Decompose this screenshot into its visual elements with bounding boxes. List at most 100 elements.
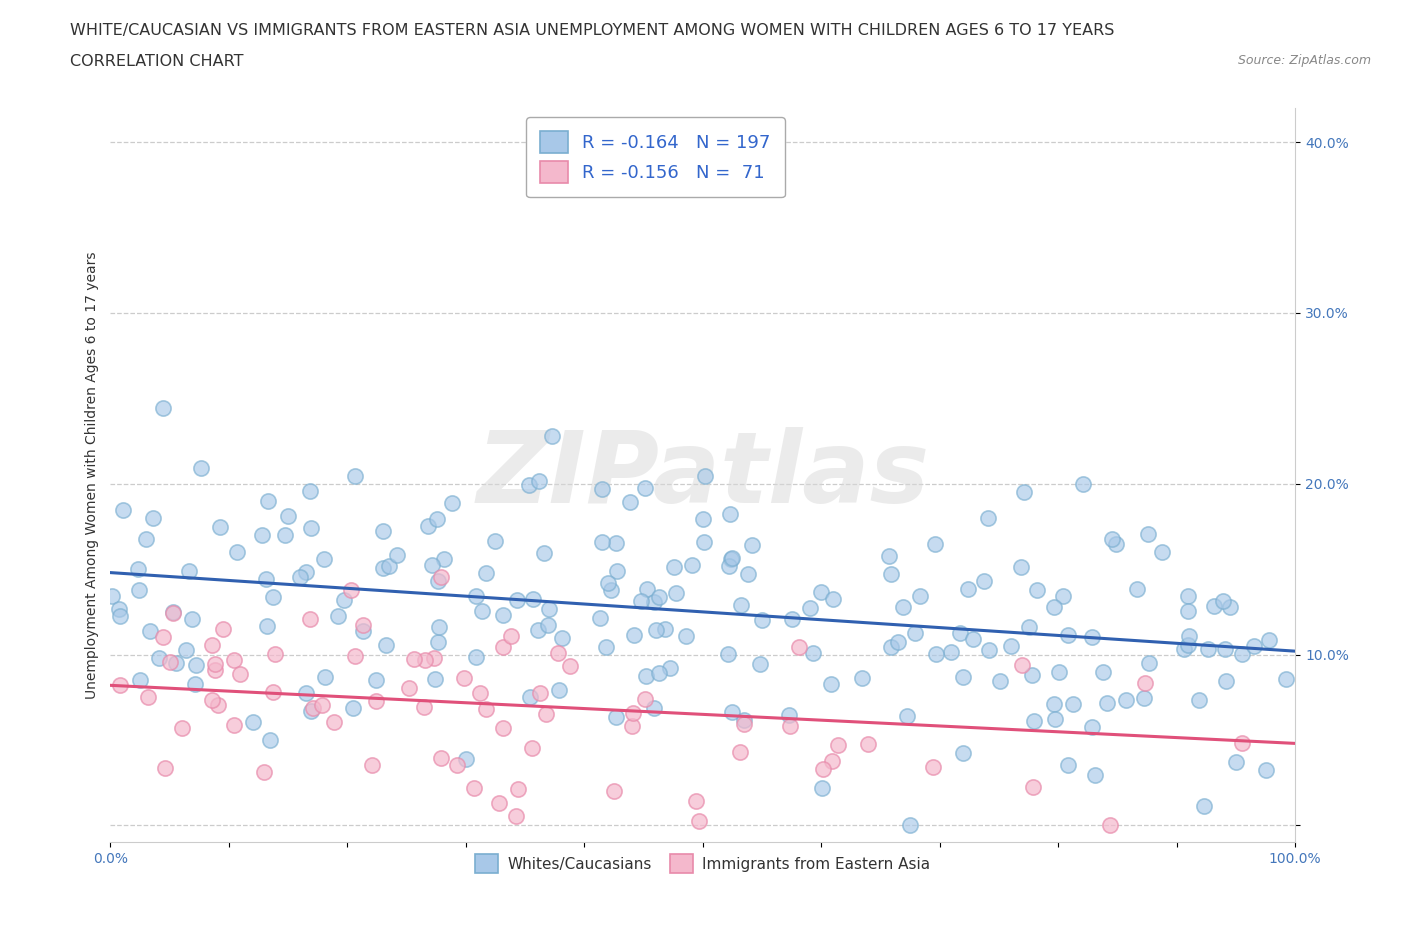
Point xyxy=(810,584,832,599)
Point xyxy=(1081,630,1104,644)
Point xyxy=(190,460,212,475)
Point xyxy=(252,527,274,542)
Point xyxy=(780,611,803,626)
Point xyxy=(1135,675,1157,690)
Point xyxy=(181,611,204,626)
Point xyxy=(648,590,671,604)
Point xyxy=(730,598,752,613)
Point xyxy=(378,558,401,573)
Point xyxy=(506,593,529,608)
Point xyxy=(429,569,451,584)
Point xyxy=(685,793,707,808)
Point xyxy=(475,565,498,580)
Point xyxy=(385,548,408,563)
Point xyxy=(799,601,821,616)
Point xyxy=(177,564,200,578)
Point xyxy=(979,643,1001,658)
Point xyxy=(139,624,162,639)
Point xyxy=(430,751,453,765)
Point xyxy=(262,590,284,604)
Point xyxy=(453,671,475,685)
Point xyxy=(256,618,278,633)
Point xyxy=(135,531,157,546)
Point xyxy=(1150,544,1173,559)
Point xyxy=(141,511,163,525)
Point xyxy=(534,707,557,722)
Point xyxy=(643,595,665,610)
Point xyxy=(1021,668,1043,683)
Point xyxy=(491,720,513,735)
Point xyxy=(413,653,436,668)
Point xyxy=(675,629,697,644)
Point xyxy=(1178,629,1201,644)
Point xyxy=(693,535,716,550)
Point xyxy=(257,494,280,509)
Point xyxy=(1212,593,1234,608)
Point xyxy=(492,639,515,654)
Point xyxy=(665,586,688,601)
Point xyxy=(547,683,569,698)
Point xyxy=(1243,638,1265,653)
Point xyxy=(591,482,613,497)
Point xyxy=(352,618,374,632)
Point xyxy=(741,538,763,552)
Point xyxy=(1188,693,1211,708)
Point xyxy=(811,780,834,795)
Point xyxy=(174,643,197,658)
Point xyxy=(693,469,716,484)
Point xyxy=(262,684,284,699)
Point xyxy=(170,721,193,736)
Point xyxy=(1011,658,1033,672)
Point xyxy=(333,592,356,607)
Point xyxy=(551,631,574,645)
Point xyxy=(1173,641,1195,656)
Point xyxy=(540,429,562,444)
Point xyxy=(184,677,207,692)
Point xyxy=(962,632,984,647)
Point xyxy=(1101,532,1123,547)
Point xyxy=(155,761,177,776)
Point xyxy=(211,621,233,636)
Point xyxy=(364,672,387,687)
Point xyxy=(591,535,613,550)
Point xyxy=(204,663,226,678)
Point xyxy=(152,400,174,415)
Point xyxy=(718,558,741,573)
Point xyxy=(343,469,366,484)
Point xyxy=(1014,485,1036,499)
Point xyxy=(136,690,159,705)
Point xyxy=(427,619,450,634)
Point xyxy=(165,656,187,671)
Point xyxy=(898,818,921,833)
Point xyxy=(242,714,264,729)
Point xyxy=(108,677,131,692)
Point xyxy=(681,558,703,573)
Point xyxy=(226,545,249,560)
Legend: Whites/Caucasians, Immigrants from Eastern Asia: Whites/Caucasians, Immigrants from Easte… xyxy=(470,848,936,879)
Point xyxy=(1177,589,1199,604)
Point xyxy=(402,652,425,667)
Point xyxy=(939,644,962,659)
Point xyxy=(418,518,440,533)
Point xyxy=(1026,582,1049,597)
Point xyxy=(259,733,281,748)
Point xyxy=(1062,697,1084,711)
Point xyxy=(1080,719,1102,734)
Point xyxy=(127,562,149,577)
Point xyxy=(1097,696,1119,711)
Point xyxy=(425,671,447,686)
Point xyxy=(1137,656,1160,671)
Point xyxy=(896,709,918,724)
Point xyxy=(1230,736,1253,751)
Point xyxy=(475,701,498,716)
Point xyxy=(204,657,226,671)
Point xyxy=(342,701,364,716)
Point xyxy=(314,670,336,684)
Point xyxy=(558,658,581,673)
Point xyxy=(879,549,901,564)
Point xyxy=(294,565,316,579)
Point xyxy=(1177,637,1199,652)
Point xyxy=(1275,671,1298,686)
Point xyxy=(184,658,207,672)
Point xyxy=(1136,527,1159,542)
